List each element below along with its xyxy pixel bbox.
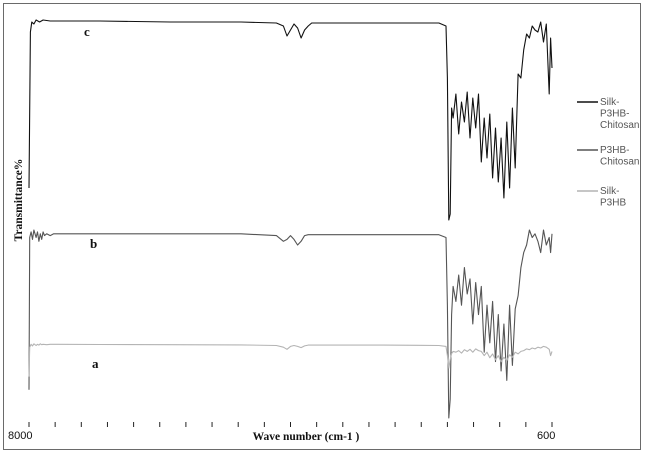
legend-label: P3HB- [600,109,629,120]
legend-label: P3HB- [600,145,629,156]
curve-labels: c b a [84,24,99,371]
legend-label: Silk- [600,97,619,108]
x-tick-label-right: 600 [537,430,555,442]
x-axis-title: Wave number (cm-1 ) [253,431,360,443]
legend-label: Chitosan [600,157,639,168]
spectrum-line [28,343,553,377]
chart-frame [3,3,641,450]
x-tick-label-left: 8000 [8,430,32,442]
curve-label: a [92,356,99,371]
legend-label: Chitosan [600,120,639,131]
curve-label: c [84,24,90,39]
spectrum-line [28,19,553,221]
x-axis-ticks [28,422,553,427]
y-axis-title: Transmittance% [13,159,25,242]
spectrum-line [28,229,553,419]
spectra [28,19,553,419]
legend-label: Silk- [600,186,619,197]
curve-label: b [90,236,97,251]
legend-label: P3HB [600,198,626,209]
